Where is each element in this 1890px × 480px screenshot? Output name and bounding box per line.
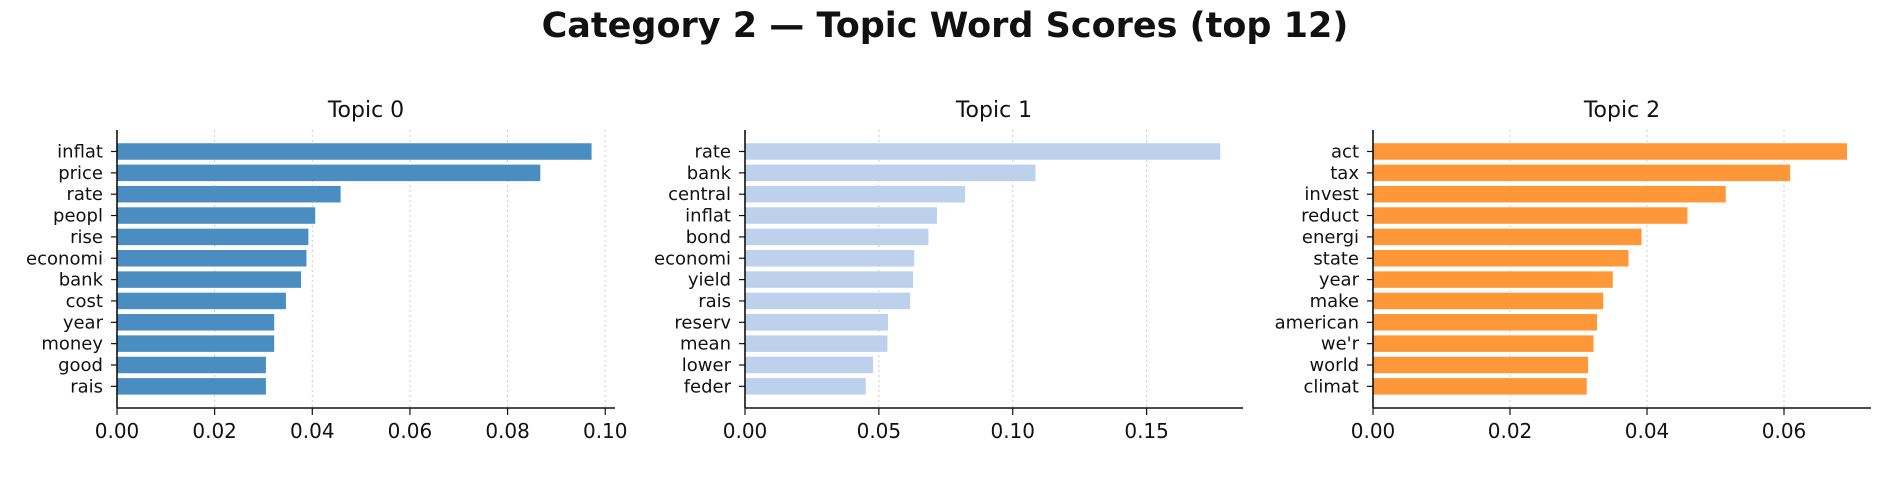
category-label: central (668, 184, 731, 205)
bar-rise (117, 228, 309, 246)
bar-reserv (745, 314, 888, 331)
bar-wer (1373, 335, 1594, 352)
topic-panel-2: acttaxinvestreductenergistateyearmakeame… (1275, 98, 1871, 443)
category-label: yield (688, 270, 731, 291)
bar-yield (745, 271, 914, 288)
bar-feder (745, 378, 866, 395)
bar-inflat (117, 143, 592, 160)
category-label: reserv (674, 312, 731, 333)
topic-panel-0: inflatpriceratepeoplriseeconomibankcosty… (26, 98, 627, 443)
category-label: state (1313, 248, 1359, 269)
category-label: mean (680, 334, 731, 355)
category-label: economi (26, 248, 103, 269)
x-tick-label: 0.02 (1488, 419, 1533, 443)
bar-reduct (1373, 207, 1688, 224)
panel-title: Topic 2 (1583, 98, 1660, 123)
x-tick-label: 0.04 (290, 419, 335, 443)
bar-economi (745, 250, 915, 267)
category-label: tax (1330, 163, 1359, 184)
bar-act (1373, 143, 1848, 160)
bar-american (1373, 314, 1597, 331)
x-tick-label: 0.04 (1625, 419, 1670, 443)
x-tick-label: 0.10 (990, 419, 1035, 443)
category-label: reduct (1301, 206, 1359, 227)
topic-panel-1: ratebankcentralinflatbondeconomiyieldrai… (654, 98, 1243, 443)
bar-tax (1373, 164, 1791, 182)
bar-climat (1373, 378, 1587, 395)
x-tick-label: 0.00 (1351, 419, 1396, 443)
category-label: rais (698, 291, 731, 312)
bar-rais (117, 378, 266, 395)
bar-economi (117, 250, 307, 267)
x-tick-label: 0.10 (583, 419, 628, 443)
x-tick-label: 0.02 (192, 419, 237, 443)
category-label: rate (66, 184, 103, 205)
x-tick-label: 0.05 (857, 419, 902, 443)
bar-year (1373, 271, 1613, 288)
x-tick-label: 0.06 (1762, 419, 1807, 443)
bar-invest (1373, 185, 1726, 203)
x-tick-label: 0.00 (95, 419, 140, 443)
category-label: rate (694, 142, 731, 163)
bar-rate (745, 143, 1221, 160)
bar-bank (117, 271, 302, 288)
category-label: rise (70, 227, 103, 248)
category-label: bank (59, 270, 104, 291)
category-label: world (1309, 355, 1359, 376)
figure-title: Category 2 — Topic Word Scores (top 12) (541, 6, 1349, 46)
category-label: american (1275, 312, 1359, 333)
category-label: lower (682, 355, 732, 376)
x-tick-label: 0.06 (388, 419, 433, 443)
bar-world (1373, 356, 1589, 374)
bar-price (117, 164, 541, 182)
x-tick-label: 0.15 (1124, 419, 1169, 443)
bar-year (117, 314, 275, 331)
panel-title: Topic 0 (327, 98, 404, 123)
bar-lower (745, 356, 873, 374)
category-label: good (58, 355, 103, 376)
category-label: act (1331, 142, 1359, 163)
x-tick-label: 0.00 (723, 419, 768, 443)
category-label: we'r (1321, 334, 1360, 355)
bar-bond (745, 228, 929, 246)
category-label: feder (684, 376, 732, 397)
category-label: peopl (53, 206, 103, 227)
category-label: inflat (57, 142, 103, 163)
category-label: cost (66, 291, 103, 312)
category-label: year (63, 312, 104, 333)
category-label: economi (654, 248, 731, 269)
bar-good (117, 356, 266, 374)
bar-cost (117, 292, 286, 310)
bar-energi (1373, 228, 1642, 246)
category-label: rais (70, 376, 103, 397)
bar-rais (745, 292, 911, 310)
bar-mean (745, 335, 888, 352)
category-label: bond (686, 227, 731, 248)
category-label: invest (1304, 184, 1359, 205)
category-label: make (1310, 291, 1359, 312)
category-label: inflat (685, 206, 731, 227)
bar-peopl (117, 207, 316, 224)
bar-bank (745, 164, 1036, 182)
bar-state (1373, 250, 1629, 267)
x-tick-label: 0.08 (485, 419, 530, 443)
category-label: money (41, 334, 103, 355)
bar-central (745, 185, 966, 203)
bar-rate (117, 185, 341, 203)
category-label: year (1319, 270, 1360, 291)
category-label: bank (687, 163, 732, 184)
category-label: energi (1302, 227, 1359, 248)
panel-title: Topic 1 (955, 98, 1032, 123)
bar-make (1373, 292, 1604, 310)
bar-inflat (745, 207, 937, 224)
category-label: price (58, 163, 103, 184)
category-label: climat (1303, 376, 1359, 397)
bar-money (117, 335, 275, 352)
